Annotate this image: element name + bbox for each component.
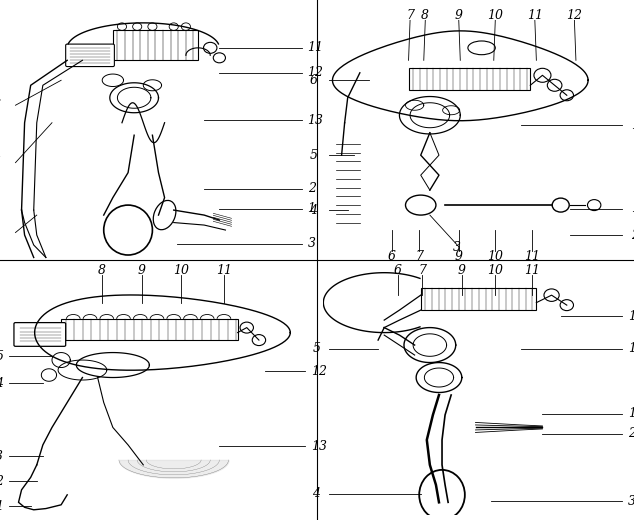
- Text: 8: 8: [421, 9, 429, 22]
- Text: 13: 13: [307, 114, 323, 127]
- Text: 13: 13: [631, 119, 634, 132]
- Text: 5: 5: [0, 350, 3, 363]
- Bar: [408, 68, 530, 90]
- Text: 2: 2: [628, 427, 634, 440]
- FancyBboxPatch shape: [66, 44, 114, 67]
- Text: 7: 7: [415, 250, 424, 263]
- Text: 11: 11: [307, 42, 323, 55]
- Text: 11: 11: [527, 9, 543, 22]
- Text: 4: 4: [0, 376, 3, 389]
- Text: 13: 13: [628, 342, 634, 355]
- Text: 10: 10: [173, 264, 190, 277]
- Text: 1: 1: [628, 407, 634, 420]
- Text: 4: 4: [309, 203, 317, 216]
- Text: 6: 6: [309, 74, 317, 87]
- Text: 1: 1: [307, 202, 316, 215]
- Text: 8: 8: [98, 264, 107, 277]
- FancyBboxPatch shape: [14, 322, 66, 346]
- Text: 11: 11: [524, 264, 540, 277]
- Bar: [113, 30, 198, 60]
- Text: 10: 10: [488, 9, 503, 22]
- Text: 3: 3: [628, 495, 634, 508]
- Text: 6: 6: [388, 250, 396, 263]
- Text: 13: 13: [311, 439, 327, 452]
- Text: 9: 9: [455, 9, 463, 22]
- Text: 5: 5: [313, 342, 320, 355]
- Text: 11: 11: [524, 250, 540, 263]
- Text: 11: 11: [216, 264, 232, 277]
- Text: 4: 4: [313, 487, 320, 500]
- Text: 3: 3: [307, 237, 316, 250]
- Text: 12: 12: [628, 310, 634, 323]
- Text: 9: 9: [458, 264, 466, 277]
- Text: 1: 1: [0, 500, 3, 513]
- Text: 1: 1: [631, 202, 634, 215]
- Text: 9: 9: [138, 264, 146, 277]
- Text: 12: 12: [311, 365, 327, 378]
- Text: 12: 12: [566, 9, 583, 22]
- Text: 10: 10: [488, 250, 503, 263]
- Text: 7: 7: [406, 9, 414, 22]
- Text: 2: 2: [0, 475, 3, 488]
- Bar: [61, 319, 238, 340]
- Text: 7: 7: [418, 264, 426, 277]
- Bar: [421, 288, 536, 310]
- Text: 6: 6: [394, 264, 402, 277]
- Text: 3: 3: [453, 241, 462, 254]
- Text: 2: 2: [307, 183, 316, 196]
- Text: 3: 3: [0, 450, 3, 463]
- Text: 10: 10: [488, 264, 503, 277]
- Text: 2: 2: [631, 229, 634, 241]
- Text: 5: 5: [309, 149, 317, 162]
- Text: 9: 9: [455, 250, 463, 263]
- Text: 12: 12: [307, 66, 323, 79]
